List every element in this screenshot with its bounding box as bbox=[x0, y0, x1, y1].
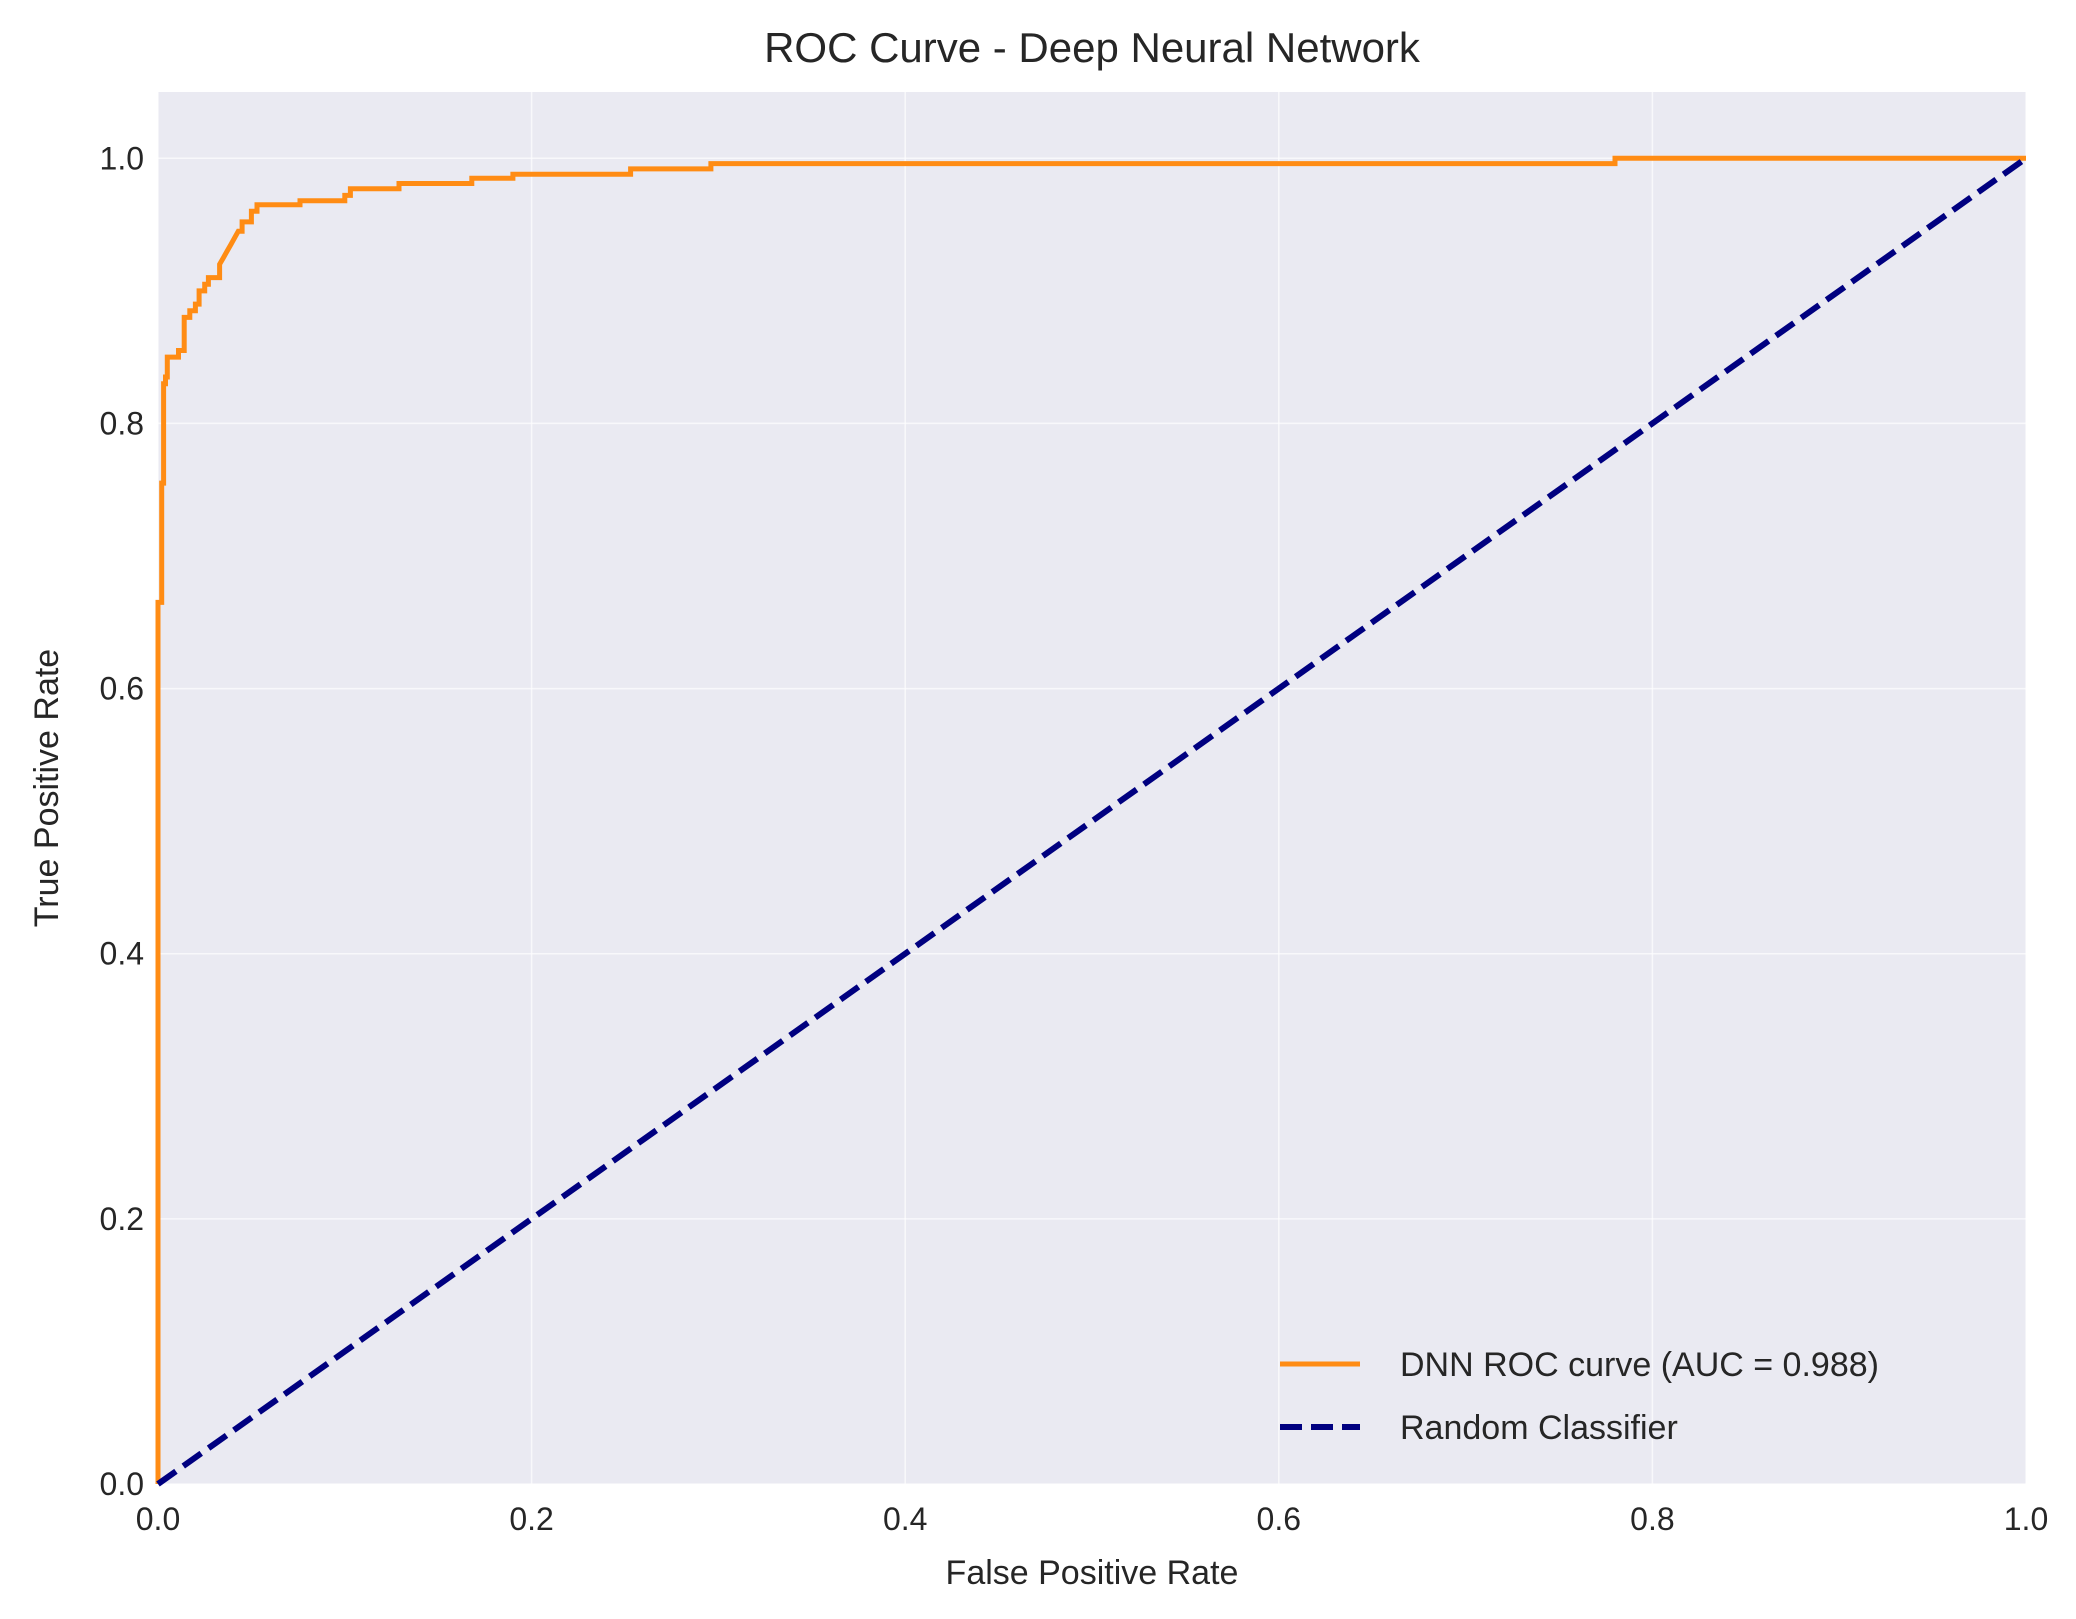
random-classifier-line bbox=[156, 155, 2028, 1487]
chart-title: ROC Curve - Deep Neural Network bbox=[764, 24, 1421, 71]
x-tick-label: 0.0 bbox=[136, 1501, 180, 1537]
x-tick-label: 0.2 bbox=[509, 1501, 553, 1537]
x-axis-label: False Positive Rate bbox=[946, 1554, 1239, 1592]
legend-label: DNN ROC curve (AUC = 0.988) bbox=[1400, 1346, 1879, 1384]
y-tick-label: 0.8 bbox=[100, 405, 144, 441]
y-tick-label: 0.4 bbox=[100, 936, 144, 972]
legend-label: Random Classifier bbox=[1400, 1409, 1678, 1447]
y-tick-label: 1.0 bbox=[100, 140, 144, 176]
y-tick-label: 0.2 bbox=[100, 1201, 144, 1237]
y-axis-label: True Positive Rate bbox=[28, 649, 66, 927]
plot-area bbox=[158, 92, 2026, 1484]
dnn-roc-curve bbox=[155, 155, 2026, 1484]
tick-labels: 0.0 0.2 0.4 0.6 0.8 1.0 0.0 0.2 0.4 0.6 0.8 1.0 bbox=[100, 140, 2049, 1537]
x-tick-label: 1.0 bbox=[2004, 1501, 2048, 1537]
x-tick-label: 0.4 bbox=[883, 1501, 927, 1537]
x-tick-label: 0.8 bbox=[1630, 1501, 1674, 1537]
series-layer bbox=[155, 155, 2028, 1487]
x-tick-label: 0.6 bbox=[1257, 1501, 1301, 1537]
grid bbox=[157, 92, 2027, 1485]
legend: DNN ROC curve (AUC = 0.988) Random Classi… bbox=[1280, 1346, 1879, 1447]
y-tick-label: 0.6 bbox=[100, 671, 144, 707]
y-tick-label: 0.0 bbox=[100, 1466, 144, 1502]
